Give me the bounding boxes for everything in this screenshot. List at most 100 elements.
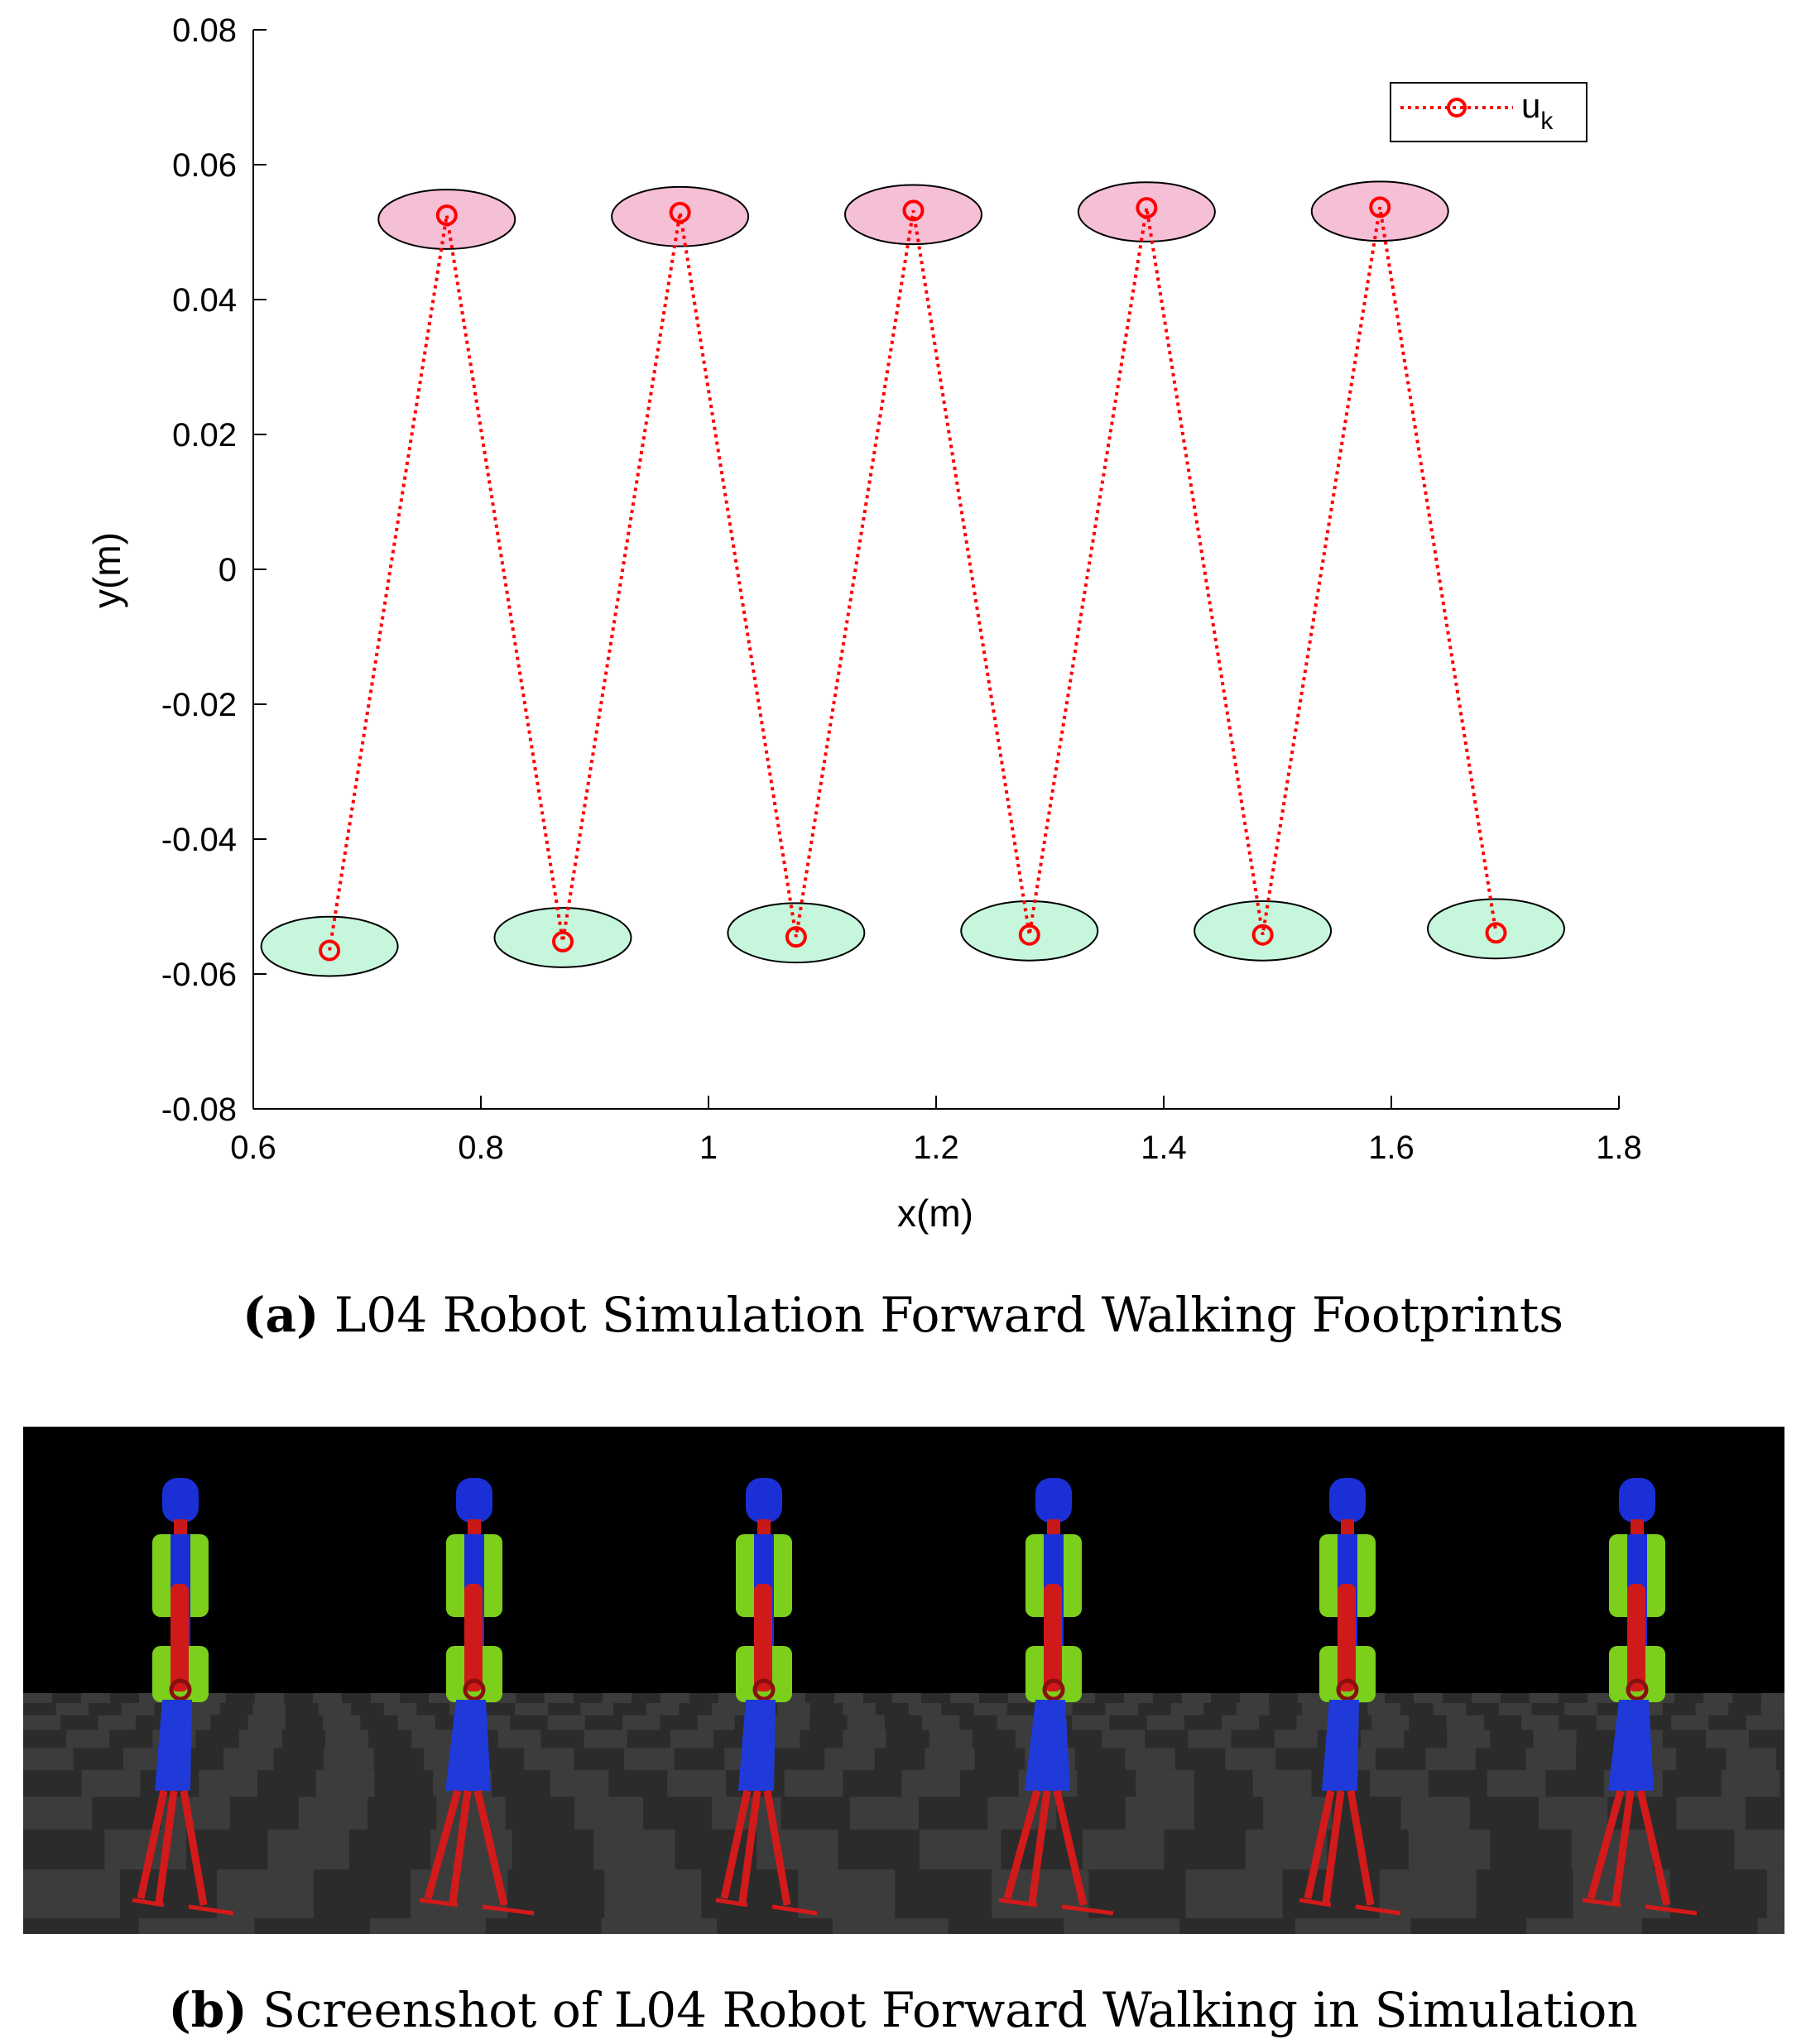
- floor-tile: [1433, 1703, 1467, 1715]
- y-tick-label: -0.02: [161, 687, 237, 723]
- floor-tile: [121, 1703, 155, 1715]
- floor-tile: [1726, 1748, 1776, 1770]
- floor-tile: [622, 1715, 660, 1730]
- x-tick-label: 1: [699, 1130, 718, 1166]
- caption-b-text: Screenshot of L04 Robot Forward Walking …: [247, 1982, 1638, 2038]
- floor-tile: [777, 1703, 810, 1715]
- robot-shin-front: [1053, 1789, 1088, 1907]
- robot-hand: [1336, 1678, 1359, 1701]
- floor-tile: [1533, 1730, 1577, 1749]
- floor-tile: [1521, 1715, 1559, 1730]
- robot-shin-front: [180, 1790, 208, 1906]
- floor-tile: [1236, 1703, 1270, 1715]
- data-point: [669, 201, 691, 223]
- series-uk: [319, 196, 1507, 962]
- floor-tile: [1498, 1703, 1532, 1715]
- floor-tile: [670, 1730, 714, 1749]
- floor-tile: [950, 1693, 979, 1703]
- floor-tile: [550, 1769, 609, 1797]
- y-tick-label: -0.08: [161, 1092, 237, 1128]
- floor-tile: [580, 1703, 614, 1715]
- checkered-floor: [23, 1693, 1784, 1934]
- x-tick-label: 1.2: [913, 1130, 959, 1166]
- robot-hand: [752, 1678, 776, 1701]
- floor-tile: [1695, 1703, 1729, 1715]
- floor-tile: [646, 1703, 680, 1715]
- floor-tile: [411, 1730, 455, 1749]
- floor-tile: [315, 1769, 375, 1797]
- footprint-left: [1310, 180, 1449, 242]
- simulation-screenshot: [23, 1427, 1784, 1934]
- floor-tile: [593, 1829, 675, 1870]
- floor-tile: [371, 1693, 400, 1703]
- robot-neck: [468, 1519, 481, 1534]
- y-tick-label: 0: [219, 552, 237, 588]
- robot-neck: [1047, 1519, 1060, 1534]
- floor-tile: [23, 1797, 93, 1830]
- x-axis-label: x(m): [897, 1192, 973, 1235]
- robot-arm: [1627, 1584, 1645, 1691]
- floor-tile: [824, 1748, 875, 1770]
- robot-foot-back: [1582, 1898, 1621, 1907]
- floor-tile: [23, 1869, 121, 1919]
- floor-tile: [834, 1693, 863, 1703]
- y-tick-label: -0.06: [161, 957, 237, 993]
- robot-foot-front: [482, 1904, 535, 1916]
- robot-hand: [1626, 1678, 1649, 1701]
- floor-tile: [1539, 1797, 1608, 1830]
- robot-arm: [754, 1584, 772, 1691]
- floor-tile: [847, 1715, 885, 1730]
- robot-foot-back: [998, 1898, 1038, 1907]
- floor-tile: [1371, 1715, 1410, 1730]
- data-point: [902, 199, 925, 222]
- footprint-right: [727, 902, 866, 964]
- robot-shin-mid: [1028, 1790, 1051, 1903]
- floor-tile: [660, 1693, 689, 1703]
- floor-tile: [1105, 1703, 1139, 1715]
- floor-tile: [223, 1748, 274, 1770]
- robot: [998, 1478, 1114, 1916]
- floor-tile: [1302, 1703, 1335, 1715]
- floor-tile: [1367, 1703, 1400, 1715]
- floor-tile: [1294, 1918, 1411, 1934]
- footprint-right: [1194, 900, 1333, 962]
- robot-foot-back: [419, 1898, 459, 1907]
- robot-foot-front: [1645, 1904, 1698, 1916]
- robots: [132, 1478, 1698, 1916]
- floor-tile: [843, 1730, 886, 1749]
- floor-tile: [23, 1693, 52, 1703]
- floor-tile: [524, 1748, 574, 1770]
- legend-label: uk: [1521, 86, 1554, 135]
- floor-tile: [1564, 1703, 1597, 1715]
- caption-a: (a) L04 Robot Simulation Forward Walking…: [0, 1287, 1806, 1343]
- floor-tile: [1125, 1748, 1175, 1770]
- floor-tile: [757, 1829, 838, 1870]
- robot-hand: [1042, 1678, 1065, 1701]
- floor-tile: [1760, 1703, 1784, 1715]
- floor-tile: [1676, 1797, 1746, 1830]
- floor-tile: [624, 1748, 675, 1770]
- floor-tile: [1671, 1715, 1709, 1730]
- floor-tile: [1136, 1769, 1194, 1797]
- robot: [715, 1478, 818, 1916]
- robot-thigh: [1608, 1700, 1654, 1791]
- robot-shin-back: [424, 1789, 462, 1900]
- floor-tile: [98, 1715, 136, 1730]
- floor-tile: [901, 1769, 960, 1797]
- floor-tile: [1400, 1797, 1470, 1830]
- robot-foot-back: [1299, 1898, 1332, 1907]
- floor-tile: [1170, 1703, 1204, 1715]
- robot-head: [456, 1478, 492, 1523]
- floor-tile: [1425, 1748, 1476, 1770]
- legend-subscript: k: [1540, 108, 1554, 135]
- robot-neck: [1341, 1519, 1354, 1534]
- floor-tile: [1526, 1918, 1642, 1934]
- floor-tile: [1274, 1730, 1318, 1749]
- footprint-right: [1427, 898, 1565, 960]
- floor-tile: [1530, 1693, 1559, 1703]
- robot-head: [1619, 1478, 1655, 1523]
- legend: uk: [1390, 82, 1587, 142]
- y-tick-label: 0.02: [172, 417, 237, 453]
- x-tick-label: 1.6: [1368, 1130, 1415, 1166]
- robot-thigh: [1322, 1700, 1359, 1791]
